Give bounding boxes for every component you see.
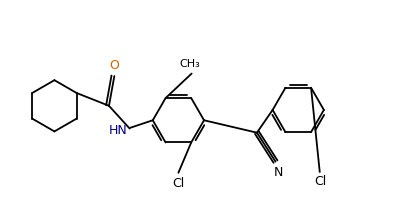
Text: Cl: Cl xyxy=(172,177,184,190)
Text: CH₃: CH₃ xyxy=(179,59,200,69)
Text: N: N xyxy=(274,166,284,179)
Text: Cl: Cl xyxy=(314,175,327,188)
Text: HN: HN xyxy=(109,124,128,137)
Text: O: O xyxy=(110,59,119,72)
